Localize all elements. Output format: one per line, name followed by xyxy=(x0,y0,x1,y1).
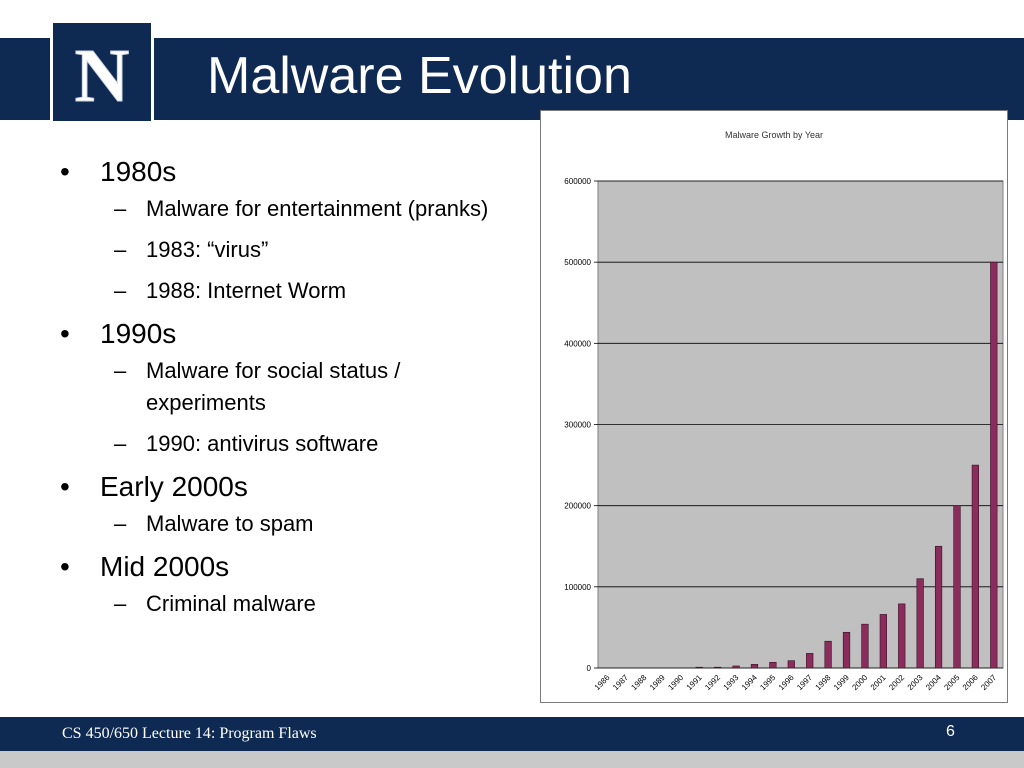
bar xyxy=(879,614,887,669)
bar xyxy=(732,665,740,669)
bullet-label: Mid 2000s xyxy=(100,551,230,582)
slide-title: Malware Evolution xyxy=(207,47,632,105)
bullet-glyph: • xyxy=(60,471,70,502)
x-tick-label: 1995 xyxy=(758,673,777,692)
x-tick-label: 2003 xyxy=(906,673,925,692)
logo-n-icon: N xyxy=(74,34,130,119)
x-tick-label: 1999 xyxy=(832,673,851,692)
sub-bullet-item: –1983: “virus” xyxy=(100,234,500,266)
bar xyxy=(953,505,961,669)
bar xyxy=(916,578,924,669)
x-tick-label: 2001 xyxy=(869,673,888,692)
sub-bullet-list: – Criminal malware xyxy=(100,588,500,620)
sub-bullet-item: – Malware for entertainment (pranks) xyxy=(100,193,500,225)
bar xyxy=(990,261,998,669)
x-tick-label: 2005 xyxy=(942,673,961,692)
x-tick-label: 1998 xyxy=(814,673,833,692)
chart-svg: Malware Growth by Year 0 100000 200000 3000… xyxy=(564,130,1004,692)
bar xyxy=(824,640,832,669)
bar xyxy=(806,653,814,669)
y-tick-label: 0 xyxy=(587,664,592,673)
chart-title: Malware Growth by Year xyxy=(725,130,823,140)
sub-bullet-list: – Malware to spam xyxy=(100,508,500,540)
sub-bullet-glyph: – xyxy=(114,358,127,383)
bullet-label: 1980s xyxy=(100,156,177,187)
x-tick-label: 1993 xyxy=(722,673,741,692)
sub-bullet-item: –1990: antivirus software xyxy=(100,428,500,460)
x-tick-label: 1991 xyxy=(685,673,704,692)
title-bar xyxy=(0,38,1024,120)
bar xyxy=(861,623,869,669)
logo-letter: N xyxy=(75,34,130,118)
x-tick-label: 1987 xyxy=(611,673,630,692)
bullet-item: • 1990s – Malware for social status / exper… xyxy=(60,317,500,460)
x-tick-label: 1990 xyxy=(666,673,685,692)
sub-bullet-item: – Malware for social status / experiments xyxy=(100,355,500,419)
x-tick-label: 2007 xyxy=(979,673,998,692)
bar xyxy=(750,664,759,669)
y-tick-label: 200000 xyxy=(564,502,591,511)
x-tick-label: 2006 xyxy=(961,673,980,692)
footer-bar: CS 450/650 Lecture 14: Program Flaws 6 xyxy=(0,717,1024,751)
bar xyxy=(769,662,777,669)
sub-bullet-list: – Malware for social status / experiments… xyxy=(100,355,500,460)
bar xyxy=(971,464,979,669)
sub-bullet-text: 1983: “virus” xyxy=(146,237,269,262)
sub-bullet-text: Malware for social status / experiments xyxy=(146,358,401,415)
sub-bullet-item: – Malware to spam xyxy=(100,508,500,540)
sub-bullet-glyph: – xyxy=(114,511,127,536)
sub-bullet-item: – Criminal malware xyxy=(100,588,500,620)
bullet-item: • 1980s – Malware for entertainment (pranks… xyxy=(60,155,500,307)
footer-strip xyxy=(0,751,1024,768)
x-tick-label: 1992 xyxy=(703,673,722,692)
sub-bullet-glyph: – xyxy=(114,196,127,221)
x-tick-label: 2004 xyxy=(924,673,943,692)
logo-background: N xyxy=(53,23,151,121)
bullet-item: • Early 2000s – Malware to spam xyxy=(60,470,500,540)
sub-bullet-text: Criminal malware xyxy=(146,591,316,616)
x-tick-label: 2000 xyxy=(850,673,869,692)
sub-bullet-glyph: – xyxy=(114,278,127,303)
bullet-glyph: • xyxy=(60,551,70,582)
bullet-glyph: • xyxy=(60,156,70,187)
bullet-label: Early 2000s xyxy=(100,471,248,502)
x-tick-label: 1994 xyxy=(740,673,759,692)
y-tick-label: 100000 xyxy=(564,583,591,592)
bullet-list: • 1980s – Malware for entertainment (pranks… xyxy=(60,150,500,629)
sub-bullet-glyph: – xyxy=(114,591,127,616)
bar xyxy=(842,631,851,669)
malware-growth-chart: Malware Growth by Year 0 100000 200000 3000… xyxy=(540,110,1008,703)
x-tick-label: 1996 xyxy=(777,673,796,692)
x-tick-label: 1989 xyxy=(648,673,667,692)
sub-bullet-list: – Malware for entertainment (pranks) –1983… xyxy=(100,193,500,307)
sub-bullet-glyph: – xyxy=(114,237,127,262)
x-tick-label: 2002 xyxy=(887,673,906,692)
sub-bullet-item: –1988: Internet Worm xyxy=(100,275,500,307)
y-tick-label: 400000 xyxy=(564,339,591,348)
sub-bullet-glyph: – xyxy=(114,431,127,456)
sub-bullet-text: Malware for entertainment (pranks) xyxy=(146,196,489,221)
x-tick-label: 1986 xyxy=(593,673,612,692)
x-tick-label: 1997 xyxy=(795,673,814,692)
page-number: 6 xyxy=(946,723,955,740)
bar xyxy=(934,545,943,669)
university-logo: N xyxy=(50,20,154,124)
bar xyxy=(695,666,703,669)
sub-bullet-text: Malware to spam xyxy=(146,511,314,536)
sub-bullet-text: 1988: Internet Worm xyxy=(146,278,347,303)
sub-bullet-text: 1990: antivirus software xyxy=(146,431,379,456)
bar xyxy=(714,666,722,669)
bar xyxy=(787,660,795,669)
bullet-item: • Mid 2000s – Criminal malware xyxy=(60,550,500,620)
y-tick-label: 600000 xyxy=(564,177,591,186)
bar xyxy=(898,603,906,669)
y-tick-label: 300000 xyxy=(564,421,591,430)
footer-course: CS 450/650 Lecture 14: Program Flaws xyxy=(62,725,317,742)
x-tick-label: 1988 xyxy=(629,673,648,692)
bullet-glyph: • xyxy=(60,318,70,349)
bullet-label: 1990s xyxy=(100,318,177,349)
y-tick-label: 500000 xyxy=(564,258,591,267)
